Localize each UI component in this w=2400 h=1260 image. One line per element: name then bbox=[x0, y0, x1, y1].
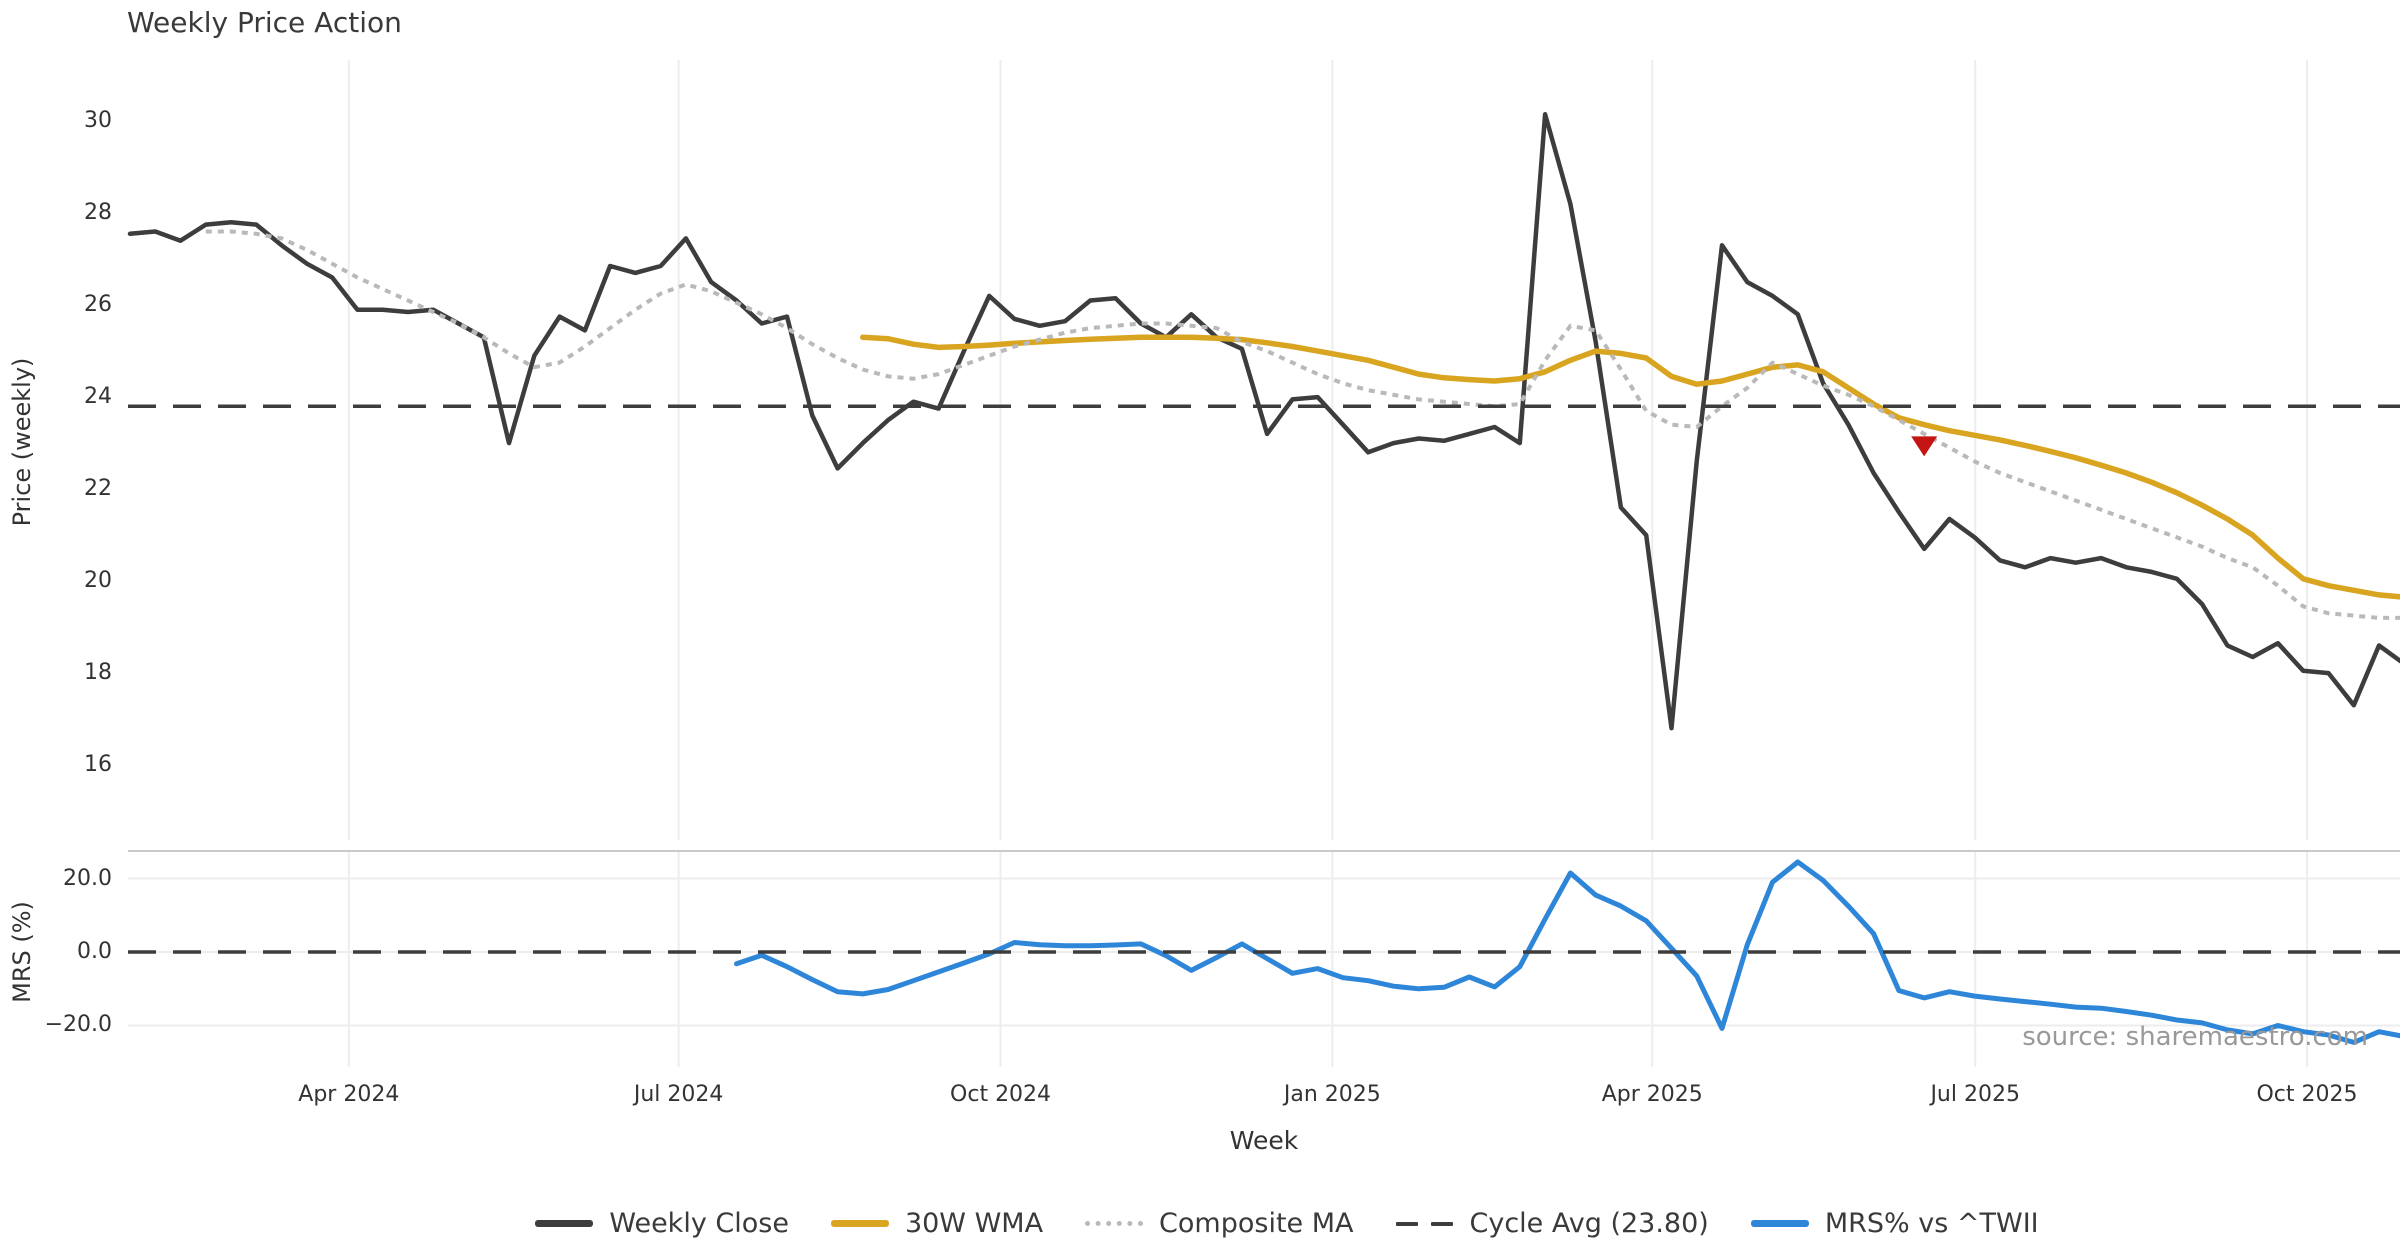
x-axis-label: Week bbox=[1229, 1126, 1299, 1155]
legend-item-composite-ma: Composite MA bbox=[1085, 1208, 1354, 1239]
xtick-jul-2024: Jul 2024 bbox=[633, 1082, 724, 1107]
legend-item-30w-wma: 30W WMA bbox=[830, 1208, 1044, 1239]
legend-swatch bbox=[1395, 1221, 1454, 1226]
price-ytick-28: 28 bbox=[84, 200, 112, 226]
legend-swatch bbox=[830, 1220, 889, 1227]
xtick-jan-2025: Jan 2025 bbox=[1283, 1082, 1381, 1107]
xtick-apr-2024: Apr 2024 bbox=[298, 1082, 400, 1107]
composite_ma-line bbox=[205, 229, 2400, 620]
sell-signal-marker bbox=[1911, 436, 1938, 457]
legend-swatch bbox=[1085, 1221, 1144, 1226]
legend-label: Cycle Avg (23.80) bbox=[1469, 1208, 1709, 1239]
price-ytick-16: 16 bbox=[84, 752, 112, 778]
weekly_close-line bbox=[127, 112, 2400, 731]
mrs-ytick-−20.0: −20.0 bbox=[44, 1012, 112, 1038]
chart-legend: Weekly Close 30W WMA Composite MA Cycle Avg… bbox=[87, 1208, 2400, 1239]
price-ytick-22: 22 bbox=[84, 476, 112, 502]
xtick-jul-2025: Jul 2025 bbox=[1930, 1082, 2020, 1107]
price-ytick-18: 18 bbox=[84, 660, 112, 686]
price-ytick-20: 20 bbox=[84, 568, 112, 594]
mrs-ytick-0.0: 0.0 bbox=[77, 939, 112, 965]
legend-label: 30W WMA bbox=[904, 1208, 1044, 1239]
price-ytick-26: 26 bbox=[84, 292, 112, 318]
mrs_line-line bbox=[734, 859, 2400, 1045]
source-watermark: source: sharemaestro.com bbox=[2022, 1022, 2368, 1052]
wma_30w-line bbox=[860, 334, 2400, 600]
xtick-oct-2024: Oct 2024 bbox=[950, 1082, 1052, 1107]
legend-label: Composite MA bbox=[1159, 1208, 1354, 1239]
legend-label: Weekly Close bbox=[609, 1208, 789, 1239]
xtick-apr-2025: Apr 2025 bbox=[1601, 1082, 1703, 1107]
legend-item-weekly-close: Weekly Close bbox=[535, 1208, 789, 1239]
mrs-ytick-20.0: 20.0 bbox=[63, 865, 112, 891]
price-ytick-30: 30 bbox=[84, 108, 112, 134]
xtick-oct-2025: Oct 2025 bbox=[2256, 1082, 2358, 1107]
legend-label: MRS% vs ^TWII bbox=[1824, 1208, 2039, 1239]
chart-title: Weekly Price Action bbox=[127, 6, 402, 39]
legend-swatch bbox=[1750, 1220, 1809, 1227]
legend-item-cycle-avg-23-80-: Cycle Avg (23.80) bbox=[1395, 1208, 1709, 1239]
legend-item-mrs-vs-twii: MRS% vs ^TWII bbox=[1750, 1208, 2039, 1239]
price-ytick-24: 24 bbox=[84, 384, 112, 410]
legend-swatch bbox=[535, 1220, 594, 1227]
